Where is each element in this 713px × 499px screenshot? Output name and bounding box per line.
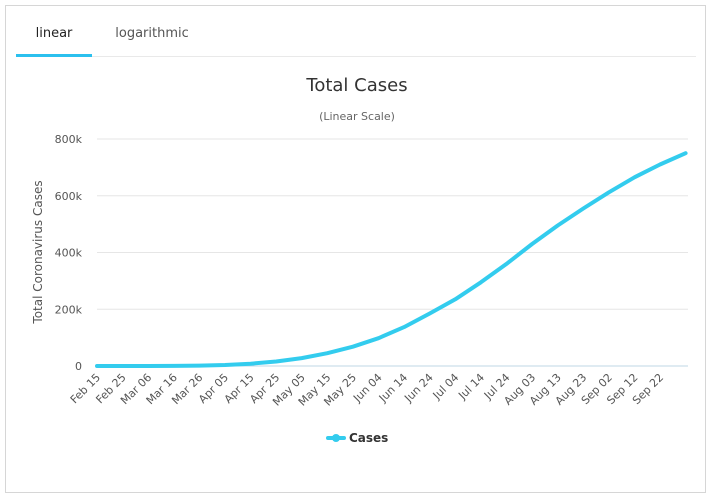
x-tick-label: Jul 04 bbox=[430, 371, 462, 403]
chart-title: Total Cases bbox=[305, 75, 407, 96]
legend-label-cases[interactable]: Cases bbox=[349, 431, 388, 445]
y-tick-label: 200k bbox=[55, 303, 83, 316]
tab-linear[interactable]: linear bbox=[16, 6, 92, 57]
y-tick-label: 0 bbox=[75, 360, 82, 373]
tab-logarithmic[interactable]: logarithmic bbox=[115, 26, 189, 41]
x-tick-label: Jun 14 bbox=[376, 371, 410, 405]
series-line-cases[interactable] bbox=[95, 151, 688, 368]
chart-subtitle: (Linear Scale) bbox=[319, 110, 395, 123]
x-tick-label: Jul 14 bbox=[455, 371, 487, 403]
y-tick-label: 400k bbox=[55, 247, 83, 260]
x-tick-label: Jun 04 bbox=[350, 371, 384, 405]
scale-tabs: linear logarithmic bbox=[16, 6, 696, 57]
y-tick-labels: 0 200k 400k 600k 800k bbox=[55, 133, 83, 373]
chart-card: linear logarithmic bbox=[5, 5, 706, 493]
y-tick-label: 600k bbox=[55, 190, 83, 203]
series-lines bbox=[95, 151, 688, 368]
legend[interactable]: Cases bbox=[326, 431, 388, 445]
y-tick-label: 800k bbox=[55, 133, 83, 146]
legend-marker bbox=[332, 434, 340, 442]
x-tick-label: Jun 24 bbox=[401, 371, 435, 405]
y-axis-label: Total Coronavirus Cases bbox=[31, 180, 45, 324]
